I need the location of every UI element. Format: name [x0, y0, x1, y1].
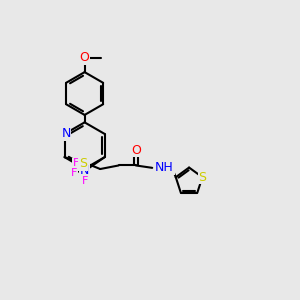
Text: F: F — [71, 168, 77, 178]
Text: F: F — [82, 176, 88, 186]
Text: NH: NH — [155, 161, 174, 174]
Text: S: S — [79, 157, 87, 170]
Text: S: S — [198, 171, 206, 184]
Text: O: O — [131, 143, 141, 157]
Text: F: F — [73, 158, 79, 168]
Text: N: N — [80, 164, 89, 177]
Text: N: N — [61, 128, 71, 140]
Text: O: O — [80, 51, 89, 64]
